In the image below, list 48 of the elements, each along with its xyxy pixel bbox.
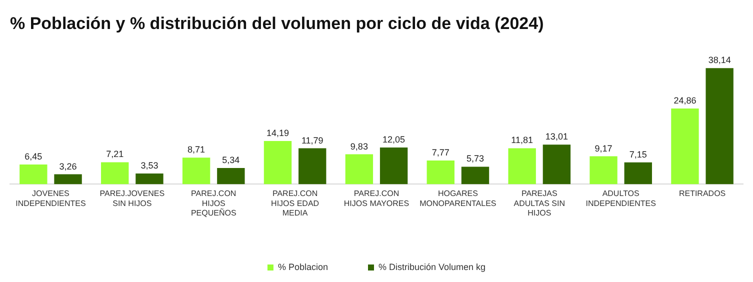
legend-label: % Poblacion xyxy=(278,262,328,272)
data-label: 5,73 xyxy=(466,154,484,164)
data-label: 7,21 xyxy=(106,149,124,160)
data-label: 13,01 xyxy=(545,132,568,142)
data-label: 8,71 xyxy=(188,144,206,155)
data-label: 6,45 xyxy=(24,152,42,162)
data-label: 3,26 xyxy=(59,161,77,172)
x-tick-label: PAREJAS ADULTAS SIN HIJOS xyxy=(514,189,566,218)
x-tick-label: HOGARES MONOPARENTALES xyxy=(420,189,496,208)
bar xyxy=(671,108,699,184)
data-label: 11,81 xyxy=(511,135,534,146)
bar xyxy=(426,160,454,184)
x-tick-label: PAREJ.CON HIJOS EDAD MEDIA xyxy=(271,189,320,218)
bar xyxy=(136,173,164,184)
data-label: 12,05 xyxy=(382,134,406,144)
data-label: 7,15 xyxy=(629,149,647,160)
chart-title: % Población y % distribución del volumen por ciclo de vida (2024) xyxy=(10,14,544,33)
bar xyxy=(624,162,652,184)
bar xyxy=(217,168,245,184)
bar xyxy=(298,148,326,184)
bar xyxy=(542,144,571,184)
data-label: 11,79 xyxy=(301,135,324,146)
legend-label: % Distribución Volumen kg xyxy=(378,262,486,272)
x-tick-label: ADULTOS INDEPENDIENTES xyxy=(586,189,656,208)
x-tick-label: PAREJ.JOVENES SIN HIJOS xyxy=(100,189,165,208)
x-tick-label: PAREJ.CON HIJOS PEQUEÑOS xyxy=(190,189,236,218)
data-label: 14,19 xyxy=(266,128,290,138)
data-label: 9,83 xyxy=(350,141,368,152)
bar xyxy=(461,166,490,184)
bar xyxy=(508,148,536,184)
bar xyxy=(182,158,210,184)
data-label: 38,14 xyxy=(708,55,731,66)
data-label: 24,86 xyxy=(674,95,696,106)
bar xyxy=(590,156,618,184)
data-label: 3,53 xyxy=(140,160,158,170)
x-tick-label: JOVENES INDEPENDIENTES xyxy=(16,189,86,208)
bar xyxy=(706,68,734,184)
data-label: 9,17 xyxy=(594,143,612,154)
bar xyxy=(380,148,408,184)
data-label: 7,77 xyxy=(432,148,450,158)
data-label: 5,34 xyxy=(222,154,240,165)
bar xyxy=(101,162,129,184)
x-tick-label: RETIRADOS xyxy=(678,189,726,198)
bar xyxy=(264,140,292,184)
bar xyxy=(345,154,374,184)
bar xyxy=(20,164,48,184)
bar xyxy=(54,174,82,184)
x-tick-label: PAREJ.CON HIJOS MAYORES xyxy=(344,189,410,208)
